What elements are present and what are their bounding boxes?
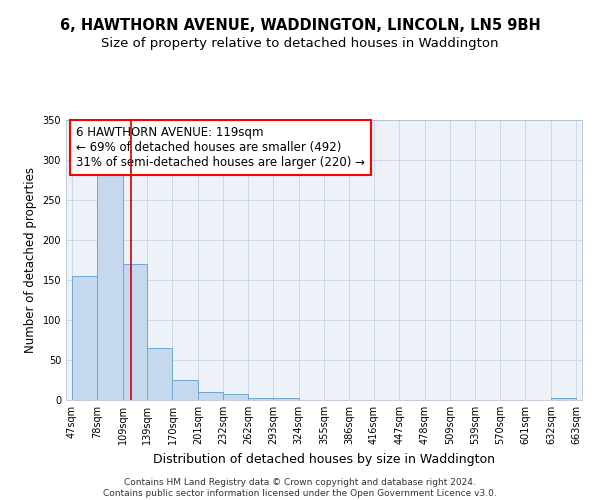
Bar <box>72 276 97 400</box>
Bar <box>198 392 223 400</box>
Bar <box>97 172 122 400</box>
Bar <box>273 398 299 400</box>
Bar <box>551 398 576 400</box>
Y-axis label: Number of detached properties: Number of detached properties <box>24 167 37 353</box>
Text: 6, HAWTHORN AVENUE, WADDINGTON, LINCOLN, LN5 9BH: 6, HAWTHORN AVENUE, WADDINGTON, LINCOLN,… <box>59 18 541 32</box>
X-axis label: Distribution of detached houses by size in Waddington: Distribution of detached houses by size … <box>153 452 495 466</box>
Text: 6 HAWTHORN AVENUE: 119sqm
← 69% of detached houses are smaller (492)
31% of semi: 6 HAWTHORN AVENUE: 119sqm ← 69% of detac… <box>76 126 365 168</box>
Bar <box>122 264 147 400</box>
Text: Size of property relative to detached houses in Waddington: Size of property relative to detached ho… <box>101 38 499 51</box>
Bar <box>147 348 172 400</box>
Bar <box>248 398 273 400</box>
Bar <box>172 380 198 400</box>
Text: Contains HM Land Registry data © Crown copyright and database right 2024.
Contai: Contains HM Land Registry data © Crown c… <box>103 478 497 498</box>
Bar <box>223 394 248 400</box>
